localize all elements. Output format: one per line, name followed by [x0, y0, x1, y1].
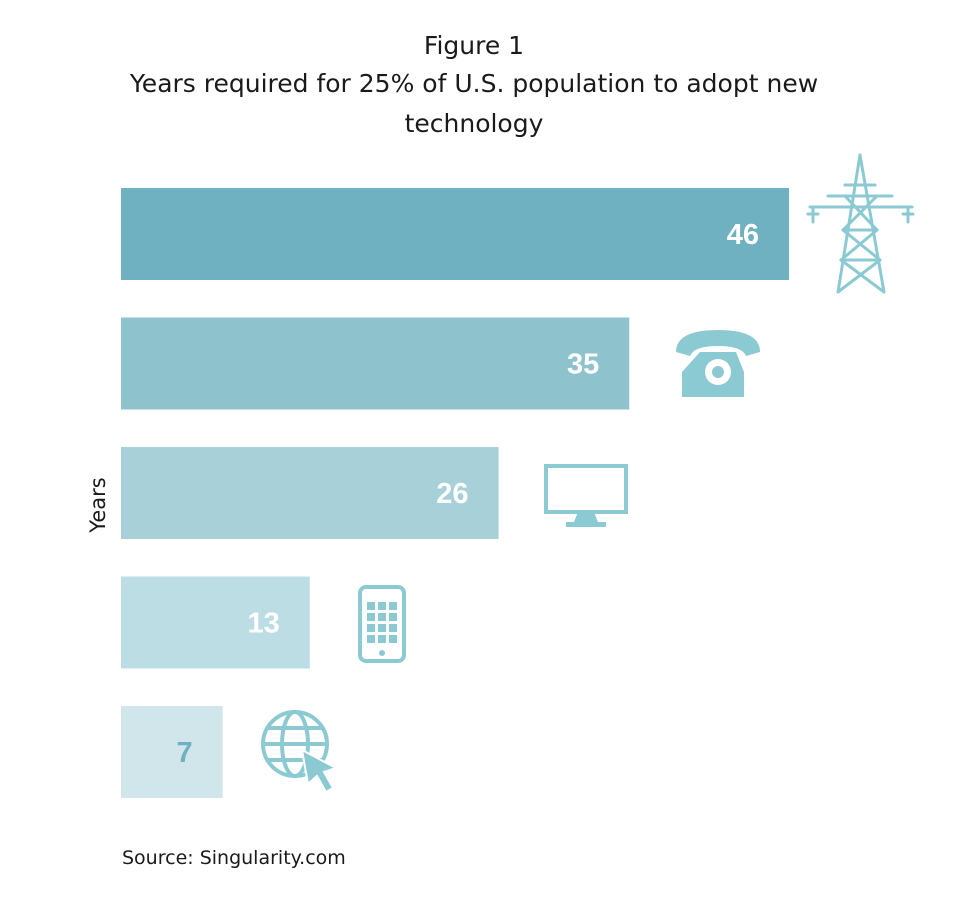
bar-value-label: 46	[727, 219, 759, 251]
bar-television	[121, 447, 499, 539]
bar-value-label: 13	[248, 608, 280, 640]
figure-label: Figure 1	[423, 31, 525, 60]
bar-value-label: 35	[567, 349, 599, 381]
source-note: Source: Singularity.com	[122, 847, 346, 869]
bar-value-label: 7	[177, 737, 193, 769]
bar-internet	[121, 706, 223, 798]
globe-cursor-icon	[261, 710, 339, 794]
bar-telephone	[121, 317, 630, 410]
monitor-icon	[544, 464, 628, 527]
chart-title-block: Figure 1 Years required for 25% of U.S. …	[0, 28, 948, 144]
bar-value-label: 26	[436, 478, 468, 510]
telephone-icon	[676, 330, 760, 397]
chart-title: Years required for 25% of U.S. populatio…	[129, 69, 819, 138]
bar-mobile-phone	[121, 576, 310, 669]
tablet-icon	[358, 585, 406, 663]
bar-electricity	[121, 188, 789, 280]
power-tower-icon	[806, 153, 915, 294]
